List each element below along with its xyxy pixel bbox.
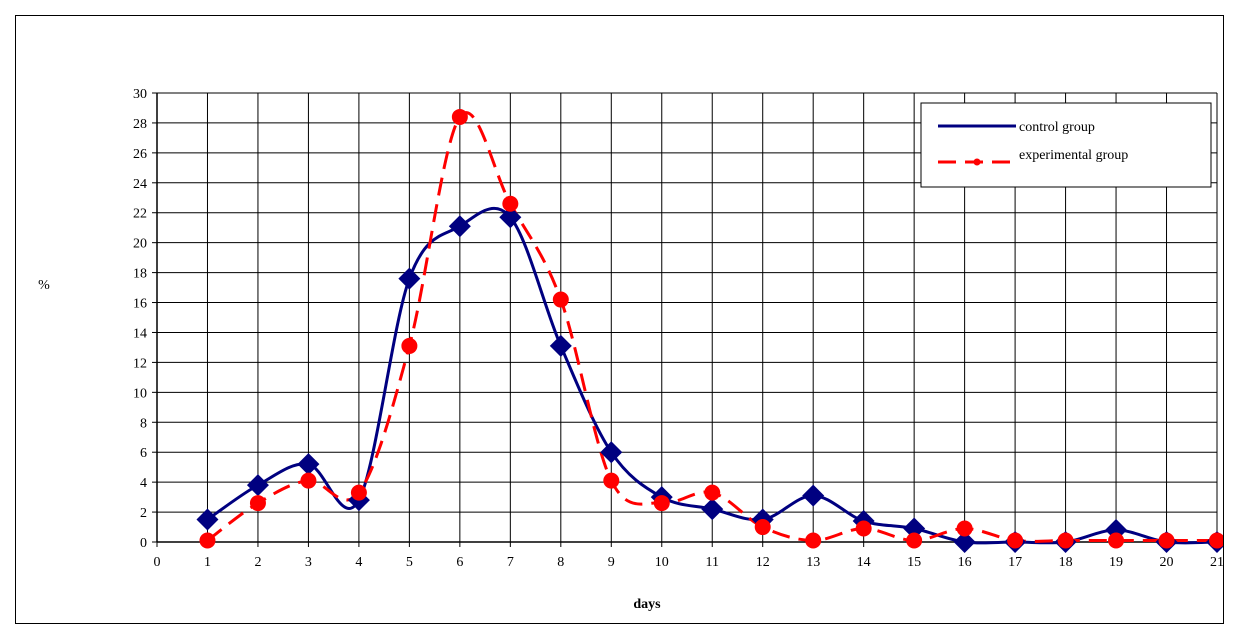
data-point-control-group <box>297 453 320 476</box>
data-point-experimental-group <box>754 519 771 536</box>
x-tick-label: 10 <box>655 555 669 570</box>
data-point-experimental-group <box>552 291 569 308</box>
y-tick-label: 18 <box>133 267 147 282</box>
x-tick-label: 21 <box>1210 555 1223 570</box>
data-point-control-group <box>398 267 421 290</box>
legend-experimental-label: experimental group <box>1019 148 1128 163</box>
data-point-experimental-group <box>1158 532 1175 549</box>
legend-box <box>920 102 1212 188</box>
x-tick-label: 13 <box>806 555 820 570</box>
y-tick-label: 2 <box>140 506 147 521</box>
data-point-control-group <box>448 215 471 238</box>
data-point-experimental-group <box>653 495 670 512</box>
x-tick-label: 8 <box>557 555 564 570</box>
legend-control-label: control group <box>1019 120 1095 135</box>
y-tick-label: 22 <box>133 207 147 222</box>
data-point-experimental-group <box>1209 532 1223 549</box>
y-tick-label: 26 <box>133 147 147 162</box>
data-point-experimental-group <box>451 108 468 125</box>
y-tick-label: 16 <box>133 297 147 312</box>
data-point-experimental-group <box>1057 532 1074 549</box>
data-point-control-group <box>903 517 926 540</box>
data-point-experimental-group <box>1007 532 1024 549</box>
x-tick-label: 6 <box>456 555 463 570</box>
y-tick-label: 4 <box>140 476 147 491</box>
data-point-experimental-group <box>855 520 872 537</box>
data-point-experimental-group <box>401 337 418 354</box>
x-tick-label: 12 <box>756 555 770 570</box>
y-tick-label: 14 <box>133 326 147 341</box>
data-point-experimental-group <box>956 520 973 537</box>
data-point-experimental-group <box>704 484 721 501</box>
data-point-experimental-group <box>1108 532 1125 549</box>
data-point-experimental-group <box>502 195 519 212</box>
x-tick-label: 7 <box>507 555 514 570</box>
x-tick-label: 0 <box>154 555 161 570</box>
x-tick-label: 4 <box>355 555 362 570</box>
x-tick-label: 11 <box>705 555 718 570</box>
data-point-experimental-group <box>300 472 317 489</box>
y-tick-label: 24 <box>133 177 147 192</box>
data-point-experimental-group <box>805 532 822 549</box>
x-tick-label: 5 <box>406 555 413 570</box>
y-tick-label: 6 <box>140 446 147 461</box>
x-axis-label: days <box>633 597 661 612</box>
data-point-control-group <box>196 508 219 531</box>
x-tick-label: 9 <box>608 555 615 570</box>
data-point-experimental-group <box>249 495 266 512</box>
y-tick-label: 8 <box>140 416 147 431</box>
legend-experimental-marker <box>973 158 981 166</box>
y-tick-label: 12 <box>133 356 147 371</box>
data-point-experimental-group <box>350 484 367 501</box>
x-tick-label: 16 <box>958 555 972 570</box>
y-tick-label: 10 <box>133 386 147 401</box>
x-tick-label: 1 <box>204 555 211 570</box>
x-tick-label: 19 <box>1109 555 1123 570</box>
y-tick-label: 0 <box>140 536 147 551</box>
legend: control group experimental group <box>920 102 1212 188</box>
chart-frame: 0 2 4 6 8 10 12 14 16 18 20 22 24 26 28 30 0 1 2 3 4 5 6 7 8 9 10 1… <box>15 15 1224 624</box>
x-tick-label: 14 <box>857 555 871 570</box>
y-tick-label: 30 <box>133 87 147 102</box>
data-point-experimental-group <box>199 532 216 549</box>
x-tick-label: 17 <box>1008 555 1022 570</box>
data-point-experimental-group <box>906 532 923 549</box>
x-tick-label: 3 <box>305 555 312 570</box>
y-tick-label: 28 <box>133 117 147 132</box>
data-point-control-group <box>600 441 623 464</box>
x-tick-label: 15 <box>907 555 921 570</box>
y-axis-label: % <box>38 278 50 293</box>
data-point-control-group <box>802 484 825 507</box>
x-tick-label: 20 <box>1160 555 1174 570</box>
y-tick-label: 20 <box>133 237 147 252</box>
x-tick-label: 2 <box>254 555 261 570</box>
data-point-control-group <box>246 474 269 497</box>
data-point-control-group <box>953 531 976 553</box>
x-tick-label: 18 <box>1059 555 1073 570</box>
data-point-control-group <box>499 206 522 229</box>
series <box>196 108 1223 553</box>
data-point-control-group <box>701 498 724 521</box>
data-point-control-group <box>549 334 572 357</box>
data-point-experimental-group <box>603 472 620 489</box>
